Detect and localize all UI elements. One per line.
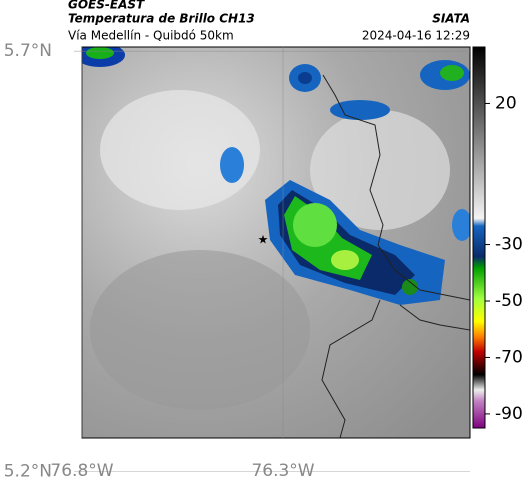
- y-tick-label: 5.2°N: [4, 462, 52, 482]
- colorbar: [472, 46, 486, 429]
- source: GOES-EAST: [68, 0, 145, 12]
- satellite-image: ★: [82, 47, 470, 438]
- colorbar-tick-label: -90: [495, 404, 523, 424]
- x-tick-label: 76.8°W: [50, 461, 113, 481]
- datetime: 2024-04-16 12:29: [362, 29, 470, 43]
- colorbar-tick-label: -50: [495, 291, 523, 311]
- colorbar-tick-label: -70: [495, 347, 523, 367]
- location-marker: ★: [258, 233, 269, 247]
- x-tick-label: 76.3°W: [251, 461, 314, 481]
- agency: SIATA: [432, 12, 470, 26]
- colorbar-tick-label: 20: [495, 93, 517, 113]
- location: Vía Medellín - Quibdó 50km: [68, 29, 234, 43]
- y-tick-label: 5.7°N: [4, 41, 52, 61]
- title: Temperatura de Brillo CH13: [68, 12, 255, 26]
- colorbar-tick-label: -30: [495, 235, 523, 255]
